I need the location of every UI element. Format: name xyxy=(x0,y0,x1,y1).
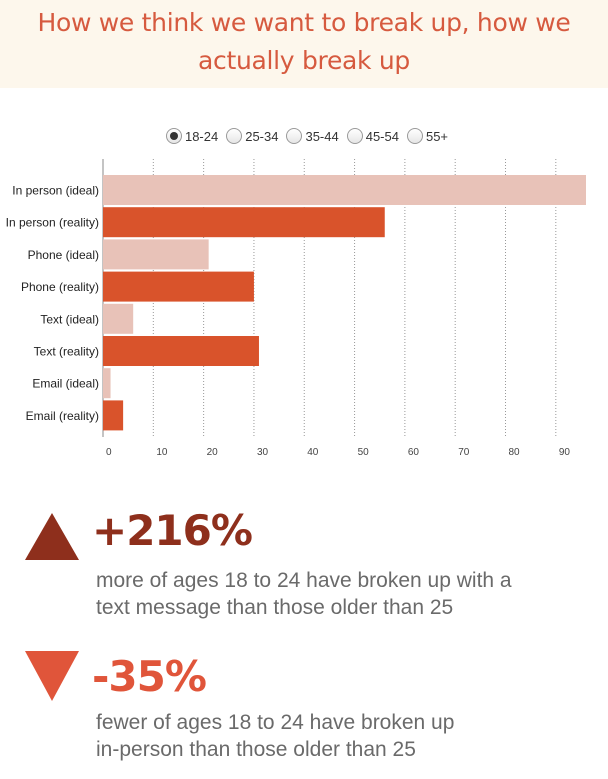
x-tick-label: 80 xyxy=(509,447,521,458)
bar-text-ideal xyxy=(103,303,134,334)
callout-value: +216% xyxy=(92,506,253,555)
bar-in-person-ideal xyxy=(103,175,586,205)
x-tick-label: 60 xyxy=(408,447,420,458)
age-group-selector: 18-24 25-34 35-44 45-54 55+ xyxy=(0,124,608,148)
x-tick-label: 0 xyxy=(106,447,112,458)
category-label: Text (ideal) xyxy=(40,312,99,326)
chart-title: How we think we want to break up, how we… xyxy=(37,8,571,75)
age-option-label: 18-24 xyxy=(184,128,219,144)
bar-email-ideal xyxy=(103,368,111,399)
bar-chart: In person (ideal) In person (reality) Phon… xyxy=(6,159,586,458)
radio-button[interactable] xyxy=(226,128,243,144)
down-arrow-icon xyxy=(25,651,79,701)
bar-text-reality xyxy=(103,336,259,366)
category-label: Text (reality) xyxy=(34,345,99,359)
x-tick-label: 20 xyxy=(207,447,219,458)
callout-decrease: -35% fewer of ages 18 to 24 have broken … xyxy=(0,643,608,763)
age-option-label: 45-54 xyxy=(365,128,399,144)
category-label: In person (reality) xyxy=(6,216,99,230)
x-tick-label: 10 xyxy=(156,447,168,458)
x-tick-label: 90 xyxy=(559,447,571,458)
age-option-55plus[interactable]: 55+ xyxy=(406,128,449,144)
radio-button[interactable] xyxy=(346,128,363,144)
x-tick-label: 40 xyxy=(307,447,319,458)
radio-button[interactable] xyxy=(165,128,182,144)
up-arrow-icon xyxy=(25,513,79,560)
age-option-45-54[interactable]: 45-54 xyxy=(346,128,399,144)
age-option-35-44[interactable]: 35-44 xyxy=(286,128,339,144)
callout-text-line2: in-person than those older than 25 xyxy=(96,738,416,761)
age-option-label: 55+ xyxy=(425,128,449,144)
bar-email-reality xyxy=(103,400,124,431)
callout-value: -35% xyxy=(92,652,207,701)
bar-in-person-reality xyxy=(103,207,385,238)
age-option-label: 35-44 xyxy=(305,128,339,144)
category-label: Email (reality) xyxy=(26,409,99,423)
title-banner: How we think we want to break up, how we… xyxy=(0,0,608,92)
category-label: Email (ideal) xyxy=(32,377,99,391)
radio-button[interactable] xyxy=(286,128,303,144)
bar-phone-ideal xyxy=(103,239,209,270)
x-tick-label: 30 xyxy=(257,447,269,458)
age-option-25-34[interactable]: 25-34 xyxy=(226,128,278,144)
category-label: Phone (reality) xyxy=(21,280,99,294)
category-label: In person (ideal) xyxy=(12,184,99,198)
category-label: Phone (ideal) xyxy=(28,248,99,262)
callout-text-line1: more of ages 18 to 24 have broken up wit… xyxy=(96,569,512,592)
callout-increase: +216% more of ages 18 to 24 have broken … xyxy=(0,505,608,619)
x-tick-label: 70 xyxy=(458,447,470,458)
callout-text-line1: fewer of ages 18 to 24 have broken up xyxy=(96,711,455,734)
bar-phone-reality xyxy=(103,271,254,302)
callout-text-line2: text message than those older than 25 xyxy=(96,596,454,619)
age-option-label: 25-34 xyxy=(245,128,279,144)
radio-button[interactable] xyxy=(406,128,423,144)
x-tick-label: 50 xyxy=(358,447,370,458)
age-option-18-24[interactable]: 18-24 xyxy=(165,128,219,144)
